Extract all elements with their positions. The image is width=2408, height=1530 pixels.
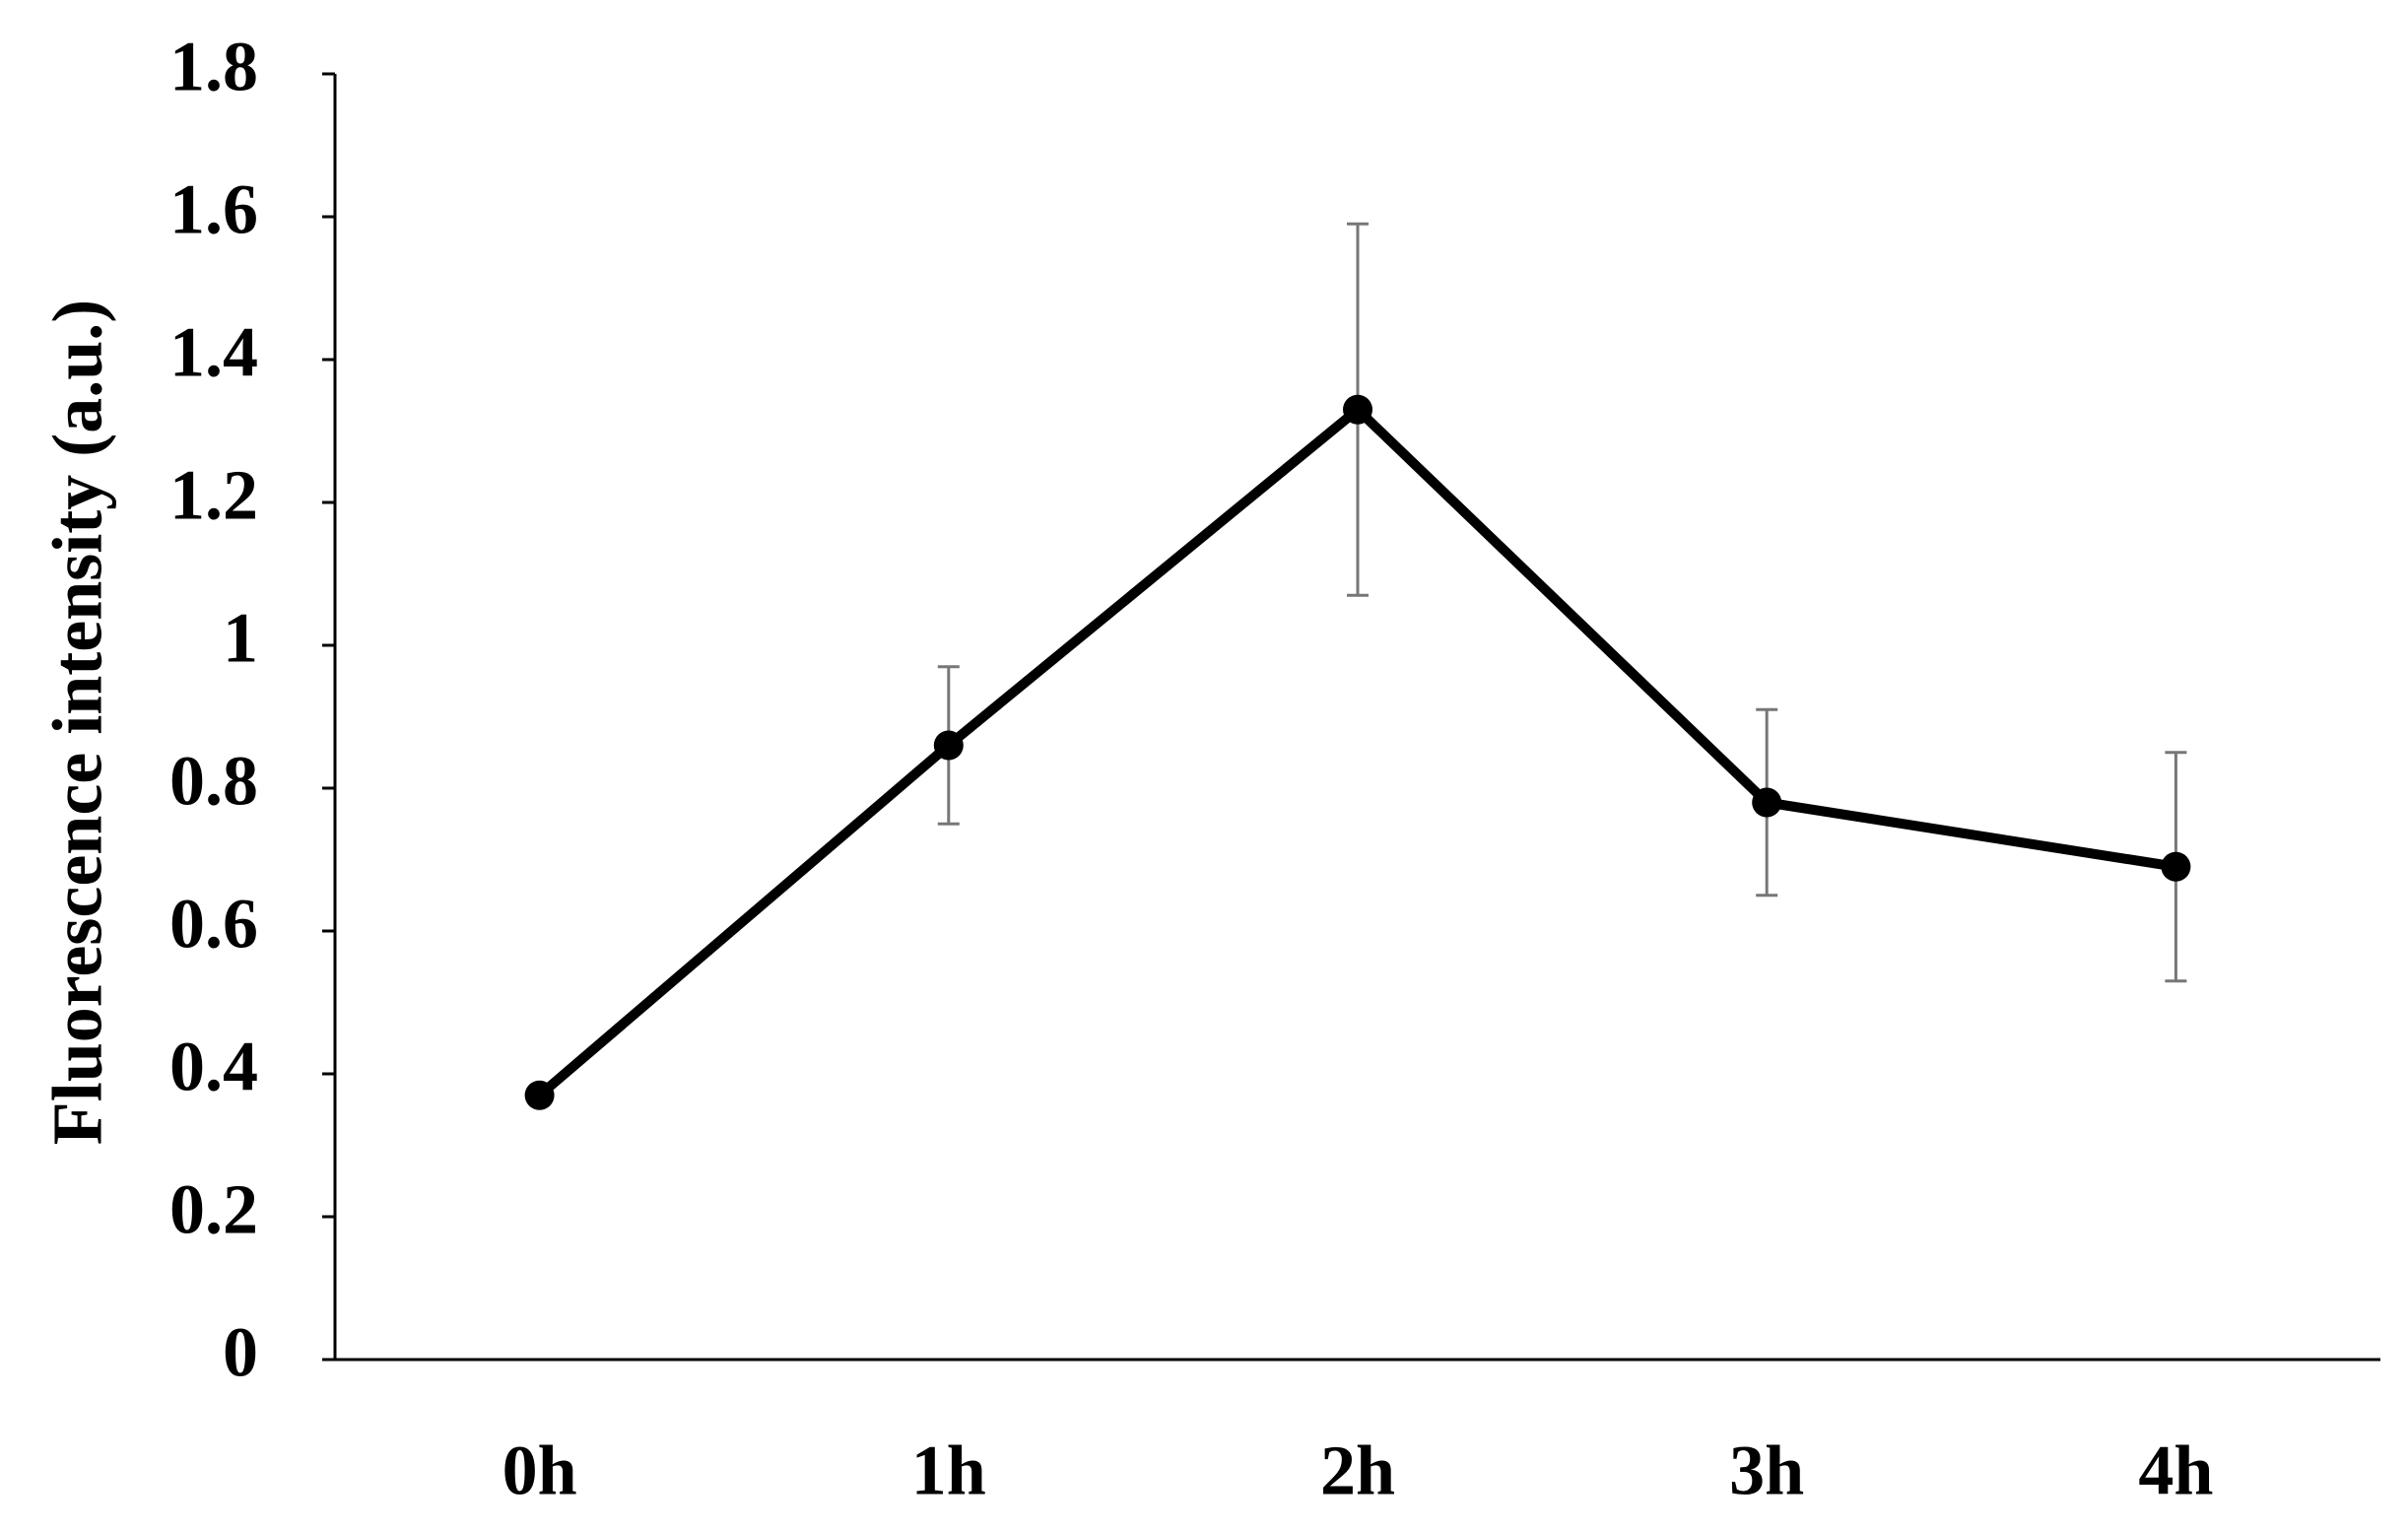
y-axis-label: Fluorescence intensity (a.u.) <box>38 299 117 1146</box>
marker <box>524 1080 555 1110</box>
y-tick-label: 0.8 <box>169 742 258 821</box>
y-tick-label: 0.4 <box>169 1028 258 1106</box>
y-tick-label: 0.6 <box>169 885 258 964</box>
y-tick-label: 0 <box>223 1313 258 1392</box>
x-tick-label: 1h <box>911 1431 986 1510</box>
marker <box>1343 394 1372 425</box>
x-tick-label: 4h <box>2138 1431 2213 1510</box>
x-tick-label: 0h <box>502 1431 577 1510</box>
marker <box>1752 787 1782 818</box>
marker <box>2161 851 2191 882</box>
y-tick-label: 1 <box>223 599 258 678</box>
y-tick-label: 1.2 <box>169 456 258 535</box>
x-tick-label: 2h <box>1320 1431 1395 1510</box>
y-tick-label: 1.4 <box>169 313 258 392</box>
y-tick-label: 1.8 <box>169 28 258 106</box>
marker <box>933 730 964 761</box>
y-tick-label: 1.6 <box>169 170 258 249</box>
y-tick-label: 0.2 <box>169 1170 258 1249</box>
x-tick-label: 3h <box>1729 1431 1804 1510</box>
